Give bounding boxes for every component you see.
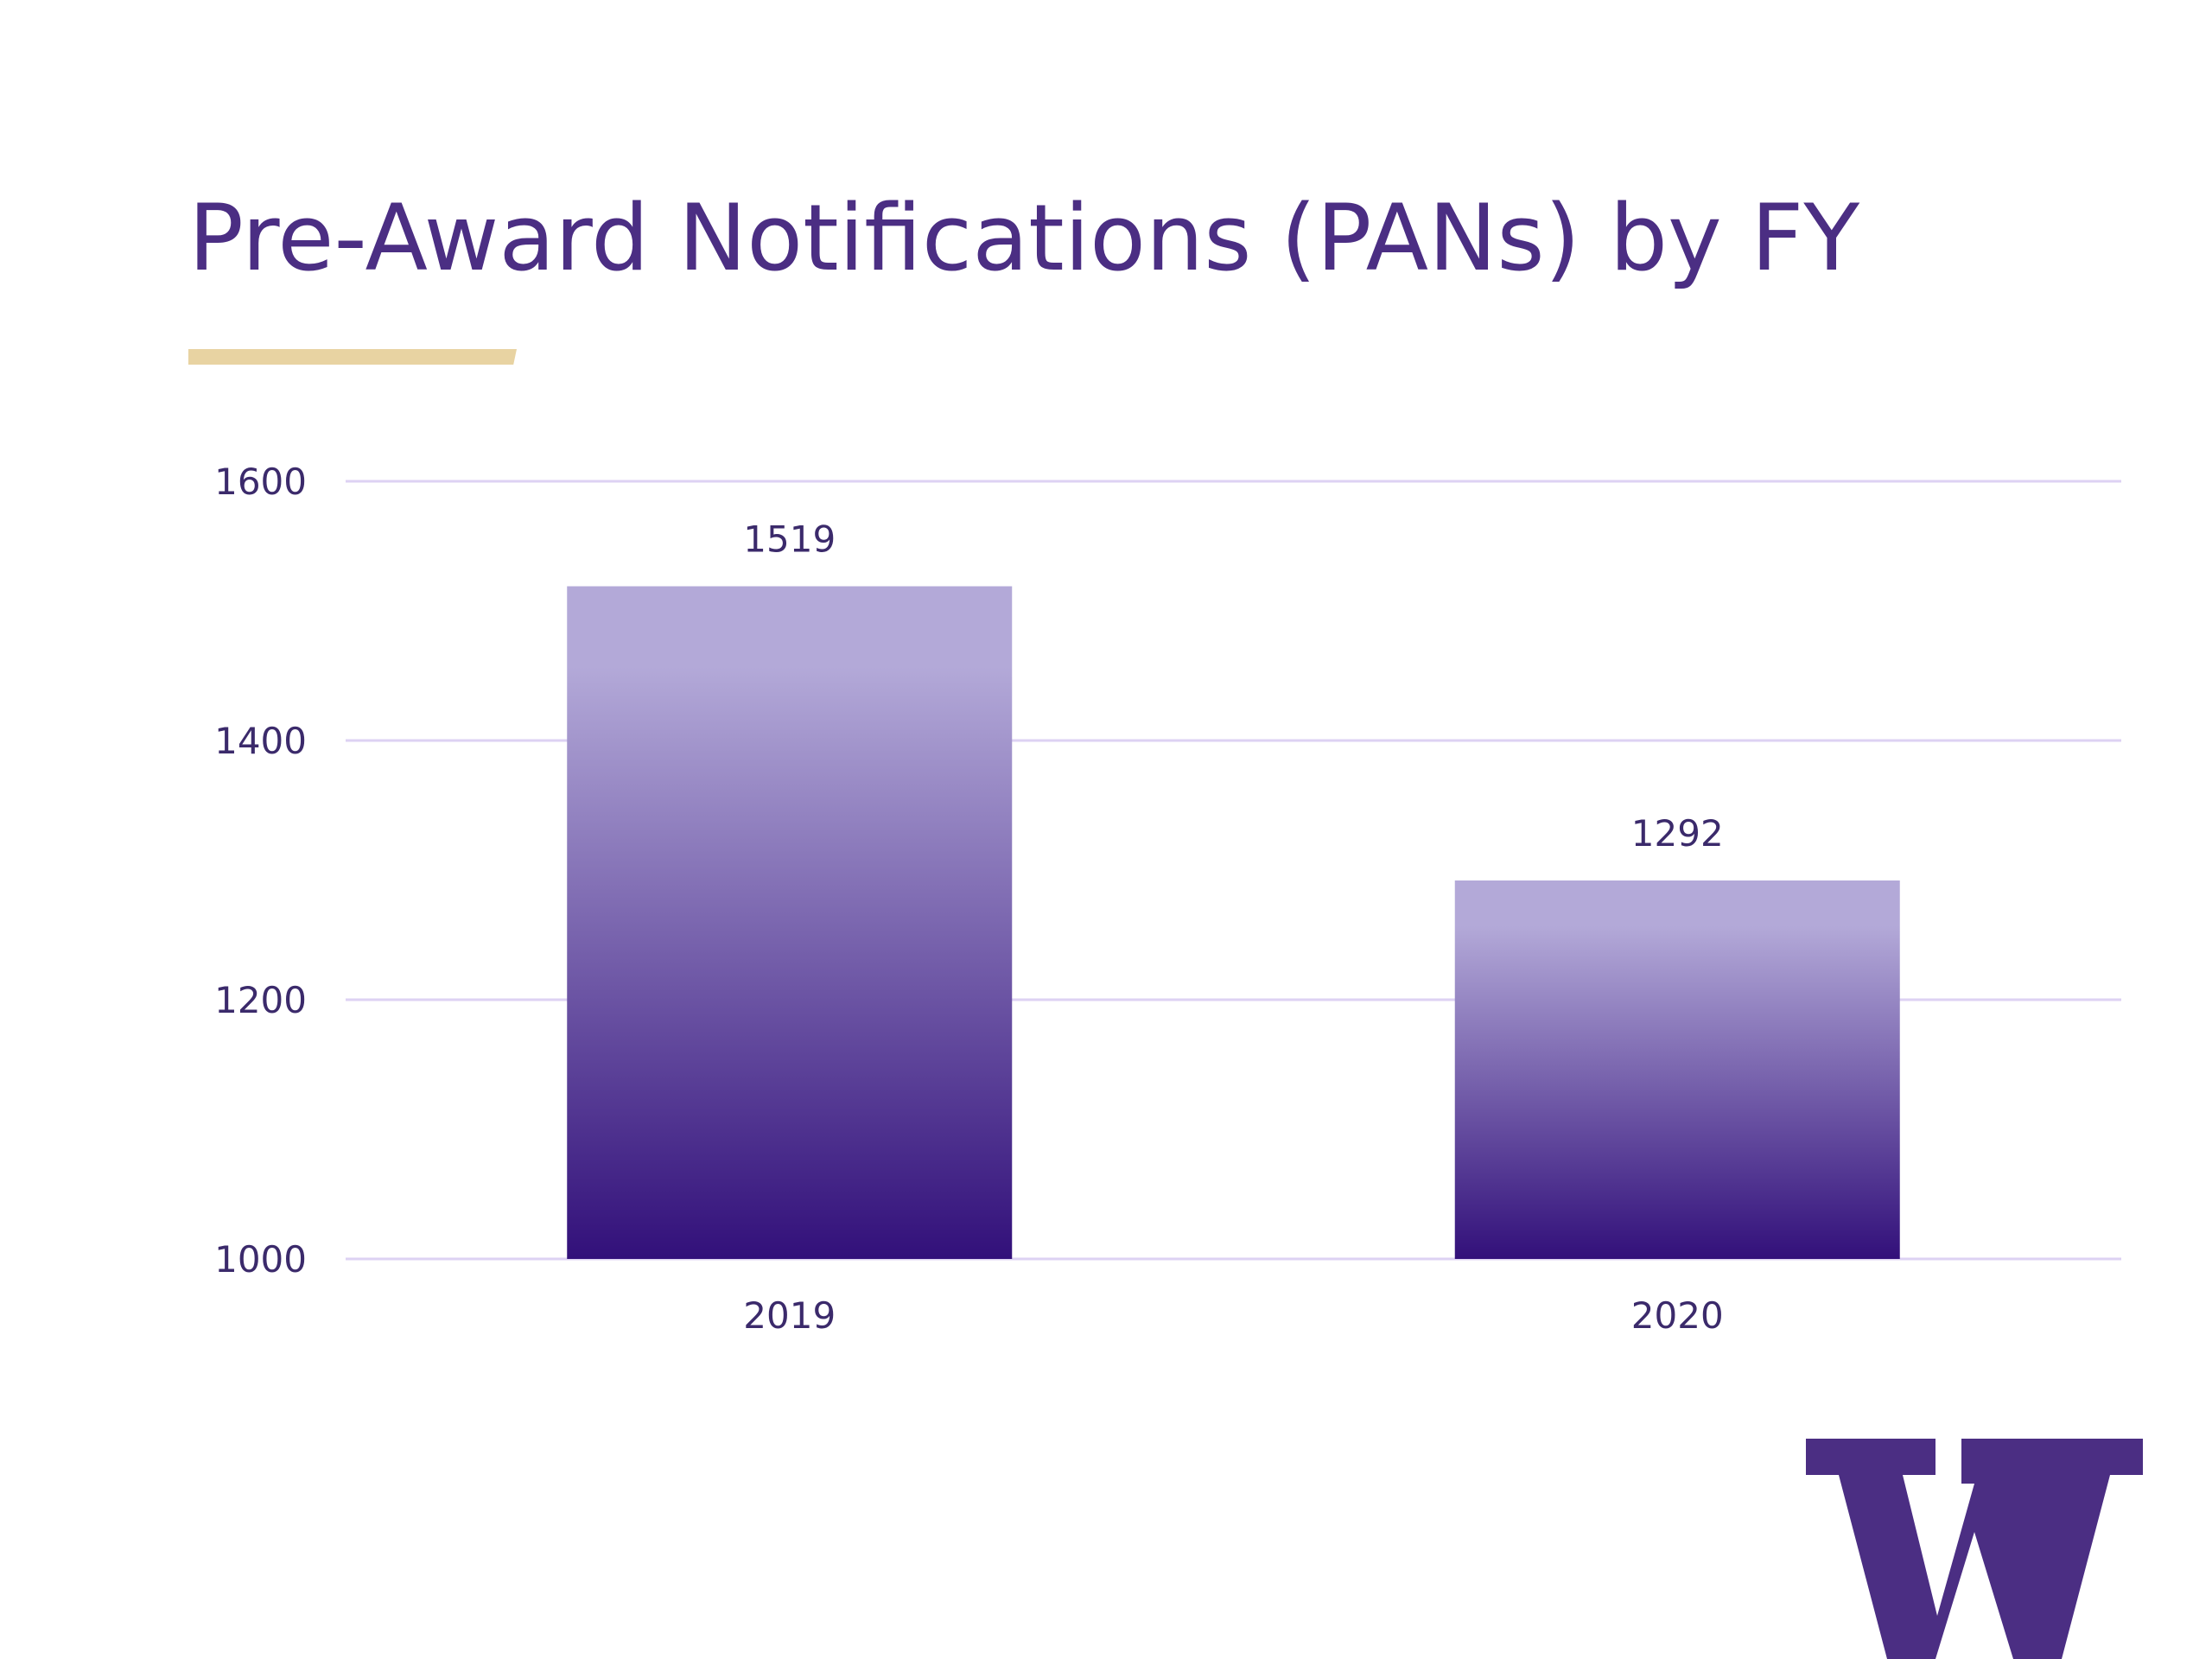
data-labels: 1519 1292 (743, 518, 1723, 855)
bar-2020 (1454, 880, 1900, 1259)
university-w-logo-icon (1806, 1439, 2143, 1659)
y-tick-label: 1400 (214, 720, 307, 762)
bars (567, 586, 1900, 1259)
y-tick-label: 1000 (214, 1238, 307, 1281)
x-axis-categories: 2019 2020 (743, 1294, 1723, 1337)
slide-title: Pre-Award Notifications (PANs) by FY (188, 185, 1860, 291)
title-underline (188, 349, 517, 365)
data-label-2020: 1292 (1631, 812, 1724, 855)
bar-2019 (567, 586, 1013, 1259)
y-tick-label: 1200 (214, 979, 307, 1021)
data-label-2019: 1519 (743, 518, 836, 561)
x-category-label-2020: 2020 (1631, 1294, 1724, 1337)
x-category-label-2019: 2019 (743, 1294, 836, 1337)
y-tick-label: 1600 (214, 461, 307, 503)
y-axis-ticks: 1600 1400 1200 1000 (214, 461, 307, 1281)
